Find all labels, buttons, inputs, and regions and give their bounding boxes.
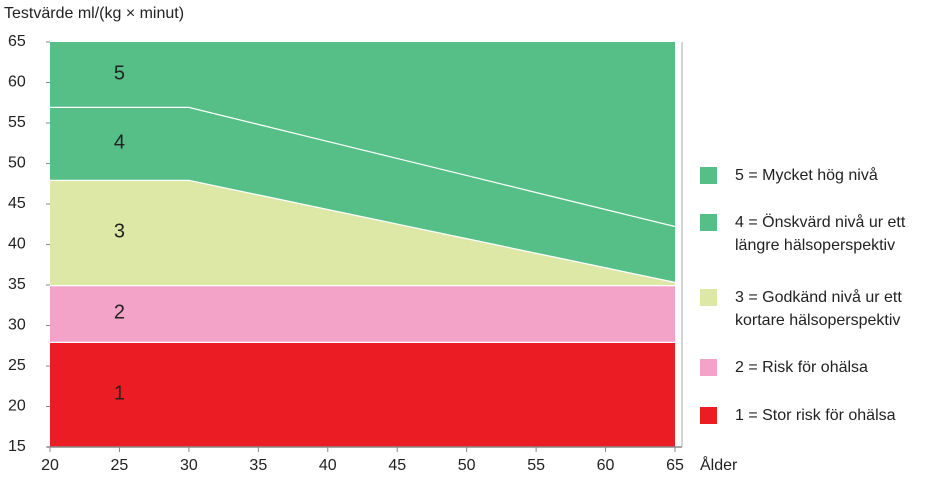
legend-entry: 2 = Risk för ohälsa bbox=[700, 356, 929, 379]
x-tick-label: 45 bbox=[388, 457, 406, 474]
legend-swatch bbox=[700, 214, 717, 231]
area-band bbox=[50, 106, 675, 282]
area-band bbox=[50, 42, 675, 226]
legend-label: 3 = Godkänd nivå ur ett kortare hälsoper… bbox=[735, 289, 902, 329]
x-axis-label: Ålder bbox=[700, 455, 738, 474]
legend-label: 5 = Mycket hög nivå bbox=[735, 167, 878, 184]
x-tick-label: 40 bbox=[319, 457, 337, 474]
legend-swatch bbox=[700, 289, 717, 306]
area-band bbox=[50, 341, 675, 447]
legend-label: 2 = Risk för ohälsa bbox=[735, 359, 868, 376]
x-tick-label: 25 bbox=[111, 457, 129, 474]
legend-entry: 3 = Godkänd nivå ur ett kortare hälsoper… bbox=[700, 286, 929, 332]
x-tick-label: 20 bbox=[41, 457, 59, 474]
x-tick-label: 55 bbox=[527, 457, 545, 474]
legend-label: 1 = Stor risk för ohälsa bbox=[735, 407, 896, 424]
legend-entry: 1 = Stor risk för ohälsa bbox=[700, 404, 929, 427]
legend-entry: 4 = Önskvärd nivå ur ett längre hälsoper… bbox=[700, 211, 929, 257]
y-tick-label: 15 bbox=[8, 438, 26, 455]
legend-swatch bbox=[700, 407, 717, 424]
y-tick-label: 35 bbox=[8, 276, 26, 293]
legend-entry: 5 = Mycket hög nivå bbox=[700, 164, 929, 187]
y-tick-label: 65 bbox=[8, 33, 26, 50]
area-band bbox=[50, 179, 675, 285]
legend-label: 4 = Önskvärd nivå ur ett längre hälsoper… bbox=[735, 214, 906, 254]
legend-swatch bbox=[700, 167, 717, 184]
legend-swatch bbox=[700, 359, 717, 376]
y-tick-label: 25 bbox=[8, 357, 26, 374]
x-tick-label: 60 bbox=[597, 457, 615, 474]
y-axis-label: Testvärde ml/(kg × minut) bbox=[4, 5, 184, 22]
x-tick-label: 35 bbox=[249, 457, 267, 474]
band-label: 5 bbox=[114, 63, 125, 85]
x-tick-label: 65 bbox=[666, 457, 684, 474]
band-label: 3 bbox=[114, 221, 125, 243]
y-tick-label: 30 bbox=[8, 317, 26, 334]
band-label: 2 bbox=[114, 302, 125, 324]
band-label: 1 bbox=[114, 383, 125, 405]
x-tick-label: 50 bbox=[458, 457, 476, 474]
x-tick-label: 30 bbox=[180, 457, 198, 474]
band-label: 4 bbox=[114, 132, 125, 154]
y-tick-label: 40 bbox=[8, 236, 26, 253]
y-tick-label: 20 bbox=[8, 398, 26, 415]
y-tick-label: 60 bbox=[8, 74, 26, 91]
y-tick-label: 50 bbox=[8, 155, 26, 172]
area-band bbox=[50, 285, 675, 342]
y-tick-label: 55 bbox=[8, 114, 26, 131]
y-tick-label: 45 bbox=[8, 195, 26, 212]
